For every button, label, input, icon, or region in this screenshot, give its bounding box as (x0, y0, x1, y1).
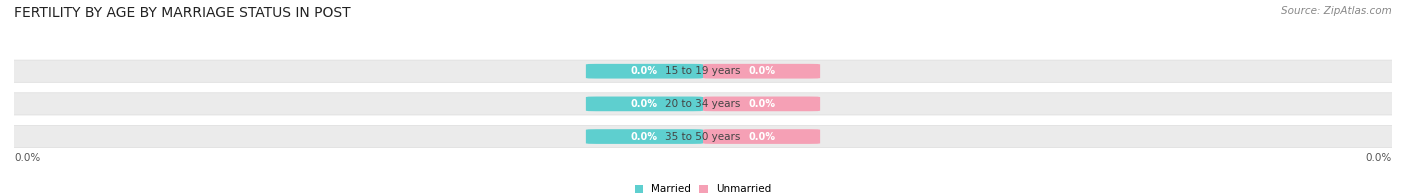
Text: 0.0%: 0.0% (631, 66, 658, 76)
Text: FERTILITY BY AGE BY MARRIAGE STATUS IN POST: FERTILITY BY AGE BY MARRIAGE STATUS IN P… (14, 6, 350, 20)
Text: 0.0%: 0.0% (631, 99, 658, 109)
Text: Source: ZipAtlas.com: Source: ZipAtlas.com (1281, 6, 1392, 16)
FancyBboxPatch shape (0, 60, 1406, 82)
Text: 0.0%: 0.0% (748, 66, 775, 76)
Text: 0.0%: 0.0% (14, 153, 41, 163)
Text: 35 to 50 years: 35 to 50 years (665, 132, 741, 142)
FancyBboxPatch shape (703, 64, 820, 79)
Text: 20 to 34 years: 20 to 34 years (665, 99, 741, 109)
FancyBboxPatch shape (0, 125, 1406, 148)
Legend: Married, Unmarried: Married, Unmarried (630, 180, 776, 196)
Text: 0.0%: 0.0% (748, 132, 775, 142)
FancyBboxPatch shape (703, 97, 820, 111)
FancyBboxPatch shape (586, 97, 703, 111)
FancyBboxPatch shape (703, 129, 820, 144)
Text: 0.0%: 0.0% (631, 132, 658, 142)
FancyBboxPatch shape (586, 64, 703, 79)
FancyBboxPatch shape (586, 129, 703, 144)
Text: 0.0%: 0.0% (748, 99, 775, 109)
Text: 0.0%: 0.0% (1365, 153, 1392, 163)
Text: 15 to 19 years: 15 to 19 years (665, 66, 741, 76)
FancyBboxPatch shape (0, 93, 1406, 115)
